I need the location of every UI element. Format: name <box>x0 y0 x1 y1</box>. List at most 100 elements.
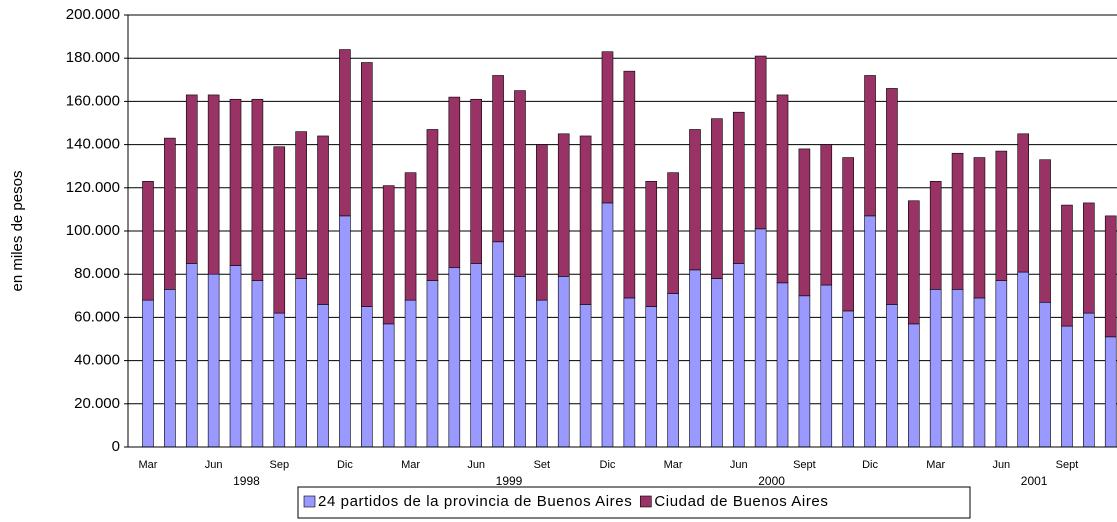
bar-segment <box>732 263 745 448</box>
x-tick-label: Mar <box>664 459 683 471</box>
bar-segment <box>1104 336 1117 448</box>
bar-segment <box>1017 133 1030 273</box>
legend-box <box>297 486 971 519</box>
bar-segment <box>273 312 286 448</box>
bar-segment <box>711 278 723 448</box>
bar-segment <box>448 96 461 269</box>
bar-segment <box>864 75 876 217</box>
bar-segment <box>360 306 373 448</box>
bar-segment <box>995 280 1008 448</box>
bar-segment <box>514 276 526 448</box>
bar-segment <box>798 295 811 448</box>
bar-segment <box>667 172 679 294</box>
y-tick-label: 20.000 <box>74 395 120 412</box>
bar-segment <box>251 280 264 448</box>
x-group-label: 1998 <box>233 474 260 488</box>
x-tick-label: Dic <box>862 459 878 471</box>
bar-segment <box>470 98 483 264</box>
bar-segment <box>579 135 592 305</box>
y-axis-title: en miles de pesos <box>9 171 26 292</box>
x-tick-label: Set <box>534 459 551 471</box>
bar-segment <box>754 55 767 230</box>
bar-segment <box>207 94 220 275</box>
bar-segment <box>886 88 898 305</box>
bar-segment <box>142 299 154 448</box>
legend-label: 24 partidos de la provincia de Buenos Ai… <box>318 493 632 510</box>
bar-segment <box>339 49 351 217</box>
y-tick-label: 200.000 <box>66 6 120 23</box>
bar-segment <box>623 70 636 299</box>
x-tick-label: Jun <box>992 459 1010 471</box>
x-tick-label: Sept <box>1056 459 1079 471</box>
x-tick-label: Dic <box>337 459 353 471</box>
bar-segment <box>448 267 461 448</box>
bar-segment <box>426 280 439 448</box>
x-tick-label: Sept <box>793 459 816 471</box>
bar-segment <box>536 144 548 301</box>
bar-segment <box>886 304 898 448</box>
x-group-label: 2000 <box>758 474 785 488</box>
bar-segment <box>776 94 789 284</box>
bar-segment <box>645 181 658 307</box>
y-tick-label: 0 <box>112 438 120 455</box>
bar-segment <box>798 148 811 297</box>
bar-segment <box>732 111 745 264</box>
y-tick-label: 60.000 <box>74 308 120 325</box>
y-tick-label: 140.000 <box>66 136 120 153</box>
bar-segment <box>820 144 833 286</box>
bar-segment <box>1017 271 1030 448</box>
bar-segment <box>251 98 264 281</box>
bar-segment <box>1061 204 1073 327</box>
bar-segment <box>1083 312 1095 448</box>
bar-segment <box>295 278 307 448</box>
y-tick-label: 120.000 <box>66 179 120 196</box>
bar-segment <box>601 51 614 204</box>
bar-segment <box>207 273 220 448</box>
bar-segment <box>973 157 986 299</box>
bar-segment <box>514 90 526 277</box>
x-tick-label: Sep <box>269 459 289 471</box>
bar-segment <box>667 293 679 448</box>
bar-segment <box>1104 215 1117 338</box>
bar-segment <box>929 181 942 290</box>
bar-segment <box>404 172 417 301</box>
bar-segment <box>929 289 942 448</box>
bar-segment <box>557 133 570 277</box>
bar-segment <box>689 269 701 448</box>
bar-segment <box>492 241 504 448</box>
bar-segment <box>623 297 636 448</box>
x-tick-label: Mar <box>139 459 158 471</box>
bar-segment <box>689 129 701 271</box>
bar-segment <box>229 265 242 448</box>
y-tick-label: 100.000 <box>66 222 120 239</box>
bar-segment <box>339 215 351 448</box>
bar-segment <box>995 150 1008 281</box>
legend-swatch <box>303 495 316 508</box>
bar-segment <box>579 304 592 448</box>
bar-segment <box>557 276 570 448</box>
bar-segment <box>185 263 198 448</box>
bar-segment <box>907 323 920 448</box>
bar-segment <box>820 284 833 448</box>
x-tick-label: Mar <box>926 459 945 471</box>
bar-segment <box>470 263 483 448</box>
bar-segment <box>295 131 307 279</box>
bar-segment <box>645 306 658 448</box>
bar-segment <box>164 289 176 448</box>
bar-segment <box>973 297 986 448</box>
bar-segment <box>426 129 439 281</box>
x-tick-label: Jun <box>205 459 223 471</box>
bar-segment <box>317 135 329 305</box>
x-tick-label: Jun <box>730 459 748 471</box>
bar-segment <box>1083 202 1095 314</box>
bar-segment <box>907 200 920 325</box>
bar-segment <box>1039 301 1051 448</box>
bar-segment <box>404 299 417 448</box>
y-tick-label: 80.000 <box>74 265 120 282</box>
bar-segment <box>142 181 154 301</box>
y-tick-label: 180.000 <box>66 49 120 66</box>
bar-segment <box>317 304 329 448</box>
bar-segment <box>776 282 789 448</box>
x-tick-label: Dic <box>600 459 616 471</box>
bar-segment <box>360 62 373 307</box>
